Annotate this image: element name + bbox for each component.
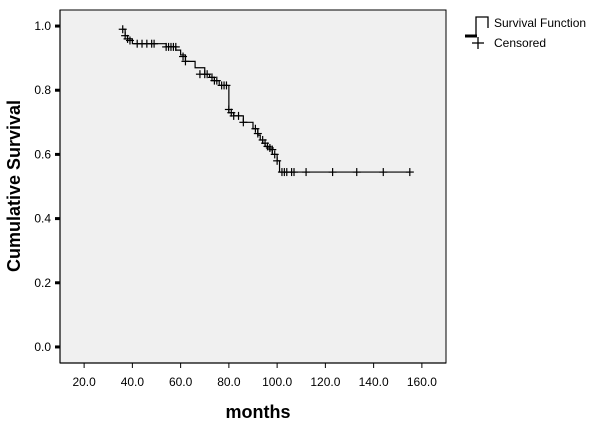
censored-marker [222, 81, 231, 90]
y-tick-label: 0.2 [34, 276, 51, 290]
x-tick-label: 80.0 [217, 375, 241, 389]
series-layer [118, 25, 414, 177]
censored-marker [179, 52, 188, 61]
plot-area [59, 9, 447, 364]
censored-marker [125, 36, 134, 45]
censored-marker [239, 118, 248, 127]
x-tick-label: 140.0 [359, 375, 389, 389]
censored-marker [268, 145, 277, 154]
censored-marker [171, 42, 180, 51]
y-tick-label: 0.8 [34, 83, 51, 97]
censored-marker [118, 25, 127, 34]
legend-label-censored: Censored [494, 36, 546, 50]
x-tick-label: 120.0 [310, 375, 340, 389]
x-tick-label: 100.0 [262, 375, 292, 389]
censored-marker [203, 70, 212, 79]
censored-marker [270, 150, 279, 159]
x-tick-label: 40.0 [121, 375, 145, 389]
censored-marker [379, 168, 388, 177]
y-ticks: 0.0 0.2 0.4 0.6 0.8 1.0 [34, 19, 60, 354]
censored-marker [302, 168, 311, 177]
x-axis-title: months [226, 402, 291, 422]
censored-marker [181, 57, 190, 66]
censored-marker [212, 76, 221, 85]
y-axis-title: Cumulative Survival [4, 100, 24, 272]
legend-label-survival-function: Survival Function [494, 16, 586, 30]
censored-marker [405, 168, 414, 177]
censored-marker [234, 111, 243, 120]
censored-marker [352, 168, 361, 177]
legend-survival-function-symbol [465, 16, 489, 38]
censored-marker [253, 129, 262, 138]
y-tick-label: 0.4 [34, 212, 51, 226]
censored-marker [328, 168, 337, 177]
censored-marker [150, 39, 159, 48]
x-tick-label: 160.0 [407, 375, 437, 389]
y-tick-label: 1.0 [34, 19, 51, 33]
y-tick-label: 0.0 [34, 340, 51, 354]
y-tick-label: 0.6 [34, 147, 51, 161]
legend: Survival Function Censored [465, 16, 586, 50]
censored-marker [273, 156, 282, 165]
x-ticks: 20.0 40.0 60.0 80.0 100.0 120.0 140.0 160.0 [72, 363, 437, 389]
censored-marker [290, 168, 299, 177]
x-tick-label: 60.0 [169, 375, 193, 389]
legend-censored-symbol [472, 37, 484, 49]
x-tick-label: 20.0 [72, 375, 96, 389]
censored-marker [251, 124, 260, 133]
